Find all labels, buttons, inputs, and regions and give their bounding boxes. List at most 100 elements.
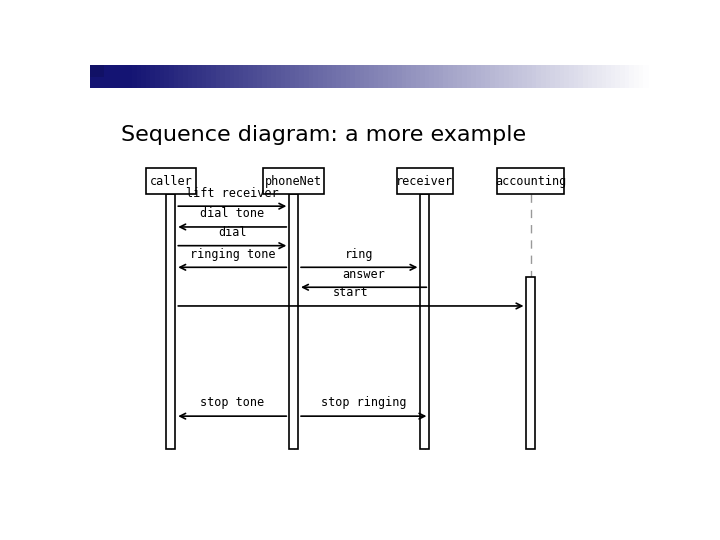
Bar <box>341 65 347 87</box>
Bar <box>369 65 375 87</box>
Bar <box>583 65 589 87</box>
Bar <box>262 65 268 87</box>
Bar <box>588 65 593 87</box>
Bar <box>318 65 323 87</box>
Bar <box>578 65 584 87</box>
Text: ringing tone: ringing tone <box>189 248 275 261</box>
Text: ring: ring <box>345 248 374 261</box>
Bar <box>374 65 379 87</box>
Bar <box>289 194 298 449</box>
Bar <box>425 65 431 87</box>
Bar <box>220 65 226 87</box>
Bar <box>234 65 240 87</box>
Bar <box>225 65 230 87</box>
Bar <box>137 65 143 87</box>
Bar <box>351 65 356 87</box>
Bar <box>420 194 429 449</box>
Bar <box>215 65 221 87</box>
Text: receiver: receiver <box>396 175 454 188</box>
Bar <box>606 65 612 87</box>
Bar <box>327 65 333 87</box>
Bar <box>634 65 640 87</box>
Bar <box>476 65 482 87</box>
Bar <box>263 168 324 194</box>
Bar <box>248 65 254 87</box>
Bar <box>160 65 166 87</box>
Bar <box>383 65 389 87</box>
Bar <box>145 65 152 87</box>
Bar <box>294 65 300 87</box>
Bar <box>462 65 468 87</box>
Text: caller: caller <box>150 175 192 188</box>
Bar <box>397 65 402 87</box>
Bar <box>438 65 444 87</box>
Bar <box>99 65 105 87</box>
Bar <box>402 65 408 87</box>
Bar <box>444 65 449 87</box>
Bar <box>300 65 305 87</box>
Bar <box>94 65 100 87</box>
Bar <box>499 65 505 87</box>
Bar <box>174 65 179 87</box>
Bar <box>523 65 528 87</box>
Bar <box>639 65 644 87</box>
Bar <box>620 65 626 87</box>
Bar <box>122 65 128 87</box>
Bar <box>132 65 138 87</box>
Bar <box>304 65 310 87</box>
Bar <box>457 65 463 87</box>
Bar <box>392 65 398 87</box>
Bar <box>206 65 212 87</box>
Bar <box>397 168 453 194</box>
Bar <box>616 65 621 87</box>
Bar <box>429 65 435 87</box>
Bar <box>243 65 249 87</box>
Text: dial: dial <box>218 226 246 239</box>
Text: lift receiver: lift receiver <box>186 186 279 199</box>
Bar <box>355 65 361 87</box>
Bar <box>546 65 552 87</box>
Bar <box>141 65 147 87</box>
Text: dial tone: dial tone <box>200 207 264 220</box>
Text: stop tone: stop tone <box>200 396 264 409</box>
Bar <box>313 65 319 87</box>
Bar <box>183 65 189 87</box>
Bar <box>387 65 393 87</box>
Bar <box>559 65 565 87</box>
Bar <box>597 65 603 87</box>
Bar <box>434 65 440 87</box>
Text: accounting: accounting <box>495 175 567 188</box>
Bar <box>574 65 580 87</box>
Bar <box>526 277 535 449</box>
Bar <box>513 65 519 87</box>
Bar <box>453 65 459 87</box>
Bar <box>179 65 184 87</box>
Bar <box>555 65 561 87</box>
Bar <box>346 65 351 87</box>
Bar <box>629 65 635 87</box>
Bar <box>145 168 196 194</box>
Bar <box>527 65 533 87</box>
Bar <box>90 65 96 87</box>
Bar <box>253 65 258 87</box>
Bar <box>364 65 370 87</box>
Bar <box>230 65 235 87</box>
Text: phoneNet: phoneNet <box>265 175 322 188</box>
Bar <box>239 65 245 87</box>
Bar <box>378 65 384 87</box>
Bar <box>406 65 412 87</box>
Bar <box>188 65 194 87</box>
Bar <box>104 65 109 87</box>
Bar <box>420 65 426 87</box>
Bar <box>536 65 542 87</box>
Bar <box>569 65 575 87</box>
Bar <box>504 65 510 87</box>
Bar <box>109 65 114 87</box>
Bar <box>532 65 538 87</box>
Bar <box>625 65 631 87</box>
Bar <box>448 65 454 87</box>
Bar <box>150 65 156 87</box>
Bar <box>192 65 198 87</box>
Bar <box>118 65 124 87</box>
Bar <box>550 65 556 87</box>
